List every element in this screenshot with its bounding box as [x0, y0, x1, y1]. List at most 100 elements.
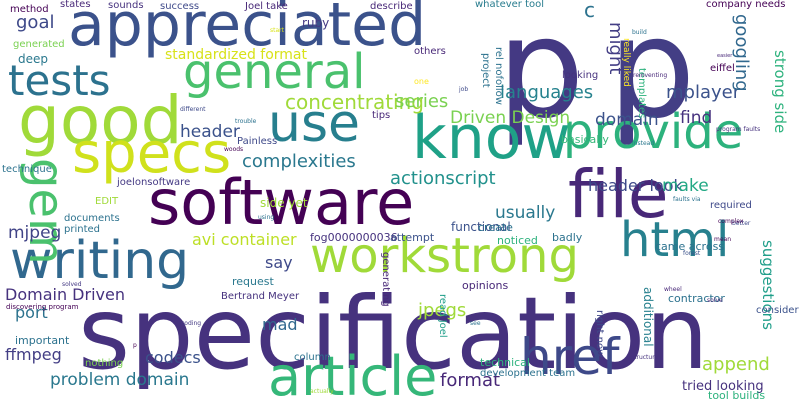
cloud-word: whatever tool — [475, 0, 545, 10]
cloud-word: forest — [683, 250, 701, 257]
cloud-word: Joel take — [245, 1, 288, 12]
cloud-word: deep — [18, 52, 48, 66]
cloud-word: rel nofollow — [493, 47, 504, 105]
cloud-word: came across — [655, 240, 725, 253]
cloud-word: program faults — [716, 126, 761, 133]
cloud-word: structures — [631, 354, 662, 361]
cloud-word: make — [662, 176, 709, 196]
cloud-word: consider — [756, 305, 799, 316]
cloud-word: reinventing — [633, 72, 668, 79]
cloud-word: basically — [561, 133, 609, 146]
cloud-word: Bertrand Meyer — [221, 291, 300, 302]
cloud-word: faults via — [673, 196, 701, 203]
cloud-word: goal — [16, 12, 55, 33]
cloud-word: problem domain — [50, 370, 190, 390]
cloud-word: tests — [8, 56, 111, 105]
cloud-word: joelonsoftware — [117, 177, 191, 188]
cloud-word: solved — [62, 281, 82, 288]
cloud-word: p — [497, 0, 585, 149]
cloud-word: say — [265, 253, 293, 272]
cloud-word: complexities — [242, 151, 356, 172]
cloud-word: really liked — [621, 38, 631, 87]
cloud-word: writing — [10, 231, 190, 291]
cloud-word: avi container — [192, 230, 297, 249]
cloud-word: required — [710, 200, 752, 211]
cloud-word: domain — [595, 110, 659, 130]
cloud-word: instead — [632, 140, 655, 147]
cloud-word: find — [680, 108, 713, 128]
cloud-word: languages — [500, 82, 594, 103]
cloud-word: use — [268, 94, 361, 154]
cloud-word: project — [480, 53, 491, 88]
cloud-word: technique — [2, 164, 52, 175]
cloud-word: appreciated — [68, 0, 427, 60]
cloud-word: see — [470, 320, 481, 327]
cloud-word: EDIT — [95, 196, 119, 207]
cloud-word: generating — [380, 252, 391, 307]
cloud-word: jpegs — [418, 300, 467, 321]
cloud-word: right now — [594, 310, 605, 358]
cloud-word: p — [608, 0, 696, 149]
cloud-word: nothing — [85, 358, 124, 369]
cloud-word: fog0000000036 — [310, 231, 398, 244]
cloud-word: href — [520, 328, 620, 386]
cloud-word: complex — [718, 218, 744, 225]
cloud-word: header — [180, 122, 240, 142]
cloud-word: mad — [262, 315, 298, 334]
cloud-word: tips — [372, 110, 391, 121]
cloud-word: Domain Driven — [5, 285, 125, 304]
cloud-word: codecs — [145, 348, 201, 367]
cloud-word: tried looking — [682, 379, 764, 394]
cloud-word: c — [584, 0, 595, 22]
cloud-word: opinions — [462, 279, 509, 292]
cloud-word: ruby — [302, 16, 330, 30]
cloud-word: printed — [64, 224, 100, 235]
cloud-word: specs — [72, 121, 232, 186]
cloud-word: read Joel — [437, 294, 448, 338]
cloud-word: using — [258, 214, 275, 221]
cloud-word: request — [232, 275, 274, 288]
cloud-word: Driven Design — [450, 108, 571, 128]
cloud-word: googling — [731, 14, 752, 92]
cloud-word: concentrating — [285, 90, 424, 114]
cloud-word: Painless — [237, 136, 278, 147]
cloud-word: one — [414, 77, 429, 86]
cloud-word: know — [412, 103, 571, 173]
cloud-word: generated — [13, 39, 65, 50]
cloud-word: solve — [707, 297, 723, 304]
cloud-word: header look — [588, 176, 683, 195]
cloud-word: noticed — [497, 234, 538, 247]
cloud-word: html — [620, 212, 730, 268]
cloud-word: workstrong — [310, 228, 579, 284]
cloud-word: actually — [310, 388, 334, 395]
cloud-word: suggestions — [759, 240, 777, 330]
cloud-word: p — [133, 342, 137, 349]
cloud-word: start — [270, 27, 284, 34]
cloud-word: functional — [451, 220, 511, 234]
cloud-word: create — [478, 221, 513, 234]
cloud-word: job — [459, 86, 469, 93]
cloud-word: strong side — [771, 50, 789, 134]
cloud-word: additional — [641, 287, 655, 347]
cloud-word: mjpeg — [8, 223, 62, 243]
cloud-word: badly — [552, 231, 583, 244]
cloud-word: attempt — [390, 231, 435, 244]
cloud-word: port — [15, 303, 48, 322]
cloud-word: states — [60, 0, 91, 10]
cloud-word: method — [10, 4, 49, 15]
cloud-word: column — [294, 352, 331, 363]
cloud-word: provide — [563, 104, 744, 160]
cloud-word: tool builds — [708, 389, 766, 400]
cloud-word: coding — [181, 320, 202, 327]
cloud-word: trouble — [235, 118, 257, 125]
cloud-word: build — [632, 29, 647, 36]
cloud-word: standardized format — [165, 47, 307, 63]
cloud-word: different — [180, 106, 206, 113]
cloud-word: eiffel — [710, 63, 735, 74]
cloud-word: others — [414, 46, 446, 57]
cloud-word: series — [395, 91, 449, 112]
cloud-word: easier — [717, 53, 733, 59]
cloud-word: usually — [495, 203, 556, 223]
cloud-word: good — [18, 82, 183, 159]
